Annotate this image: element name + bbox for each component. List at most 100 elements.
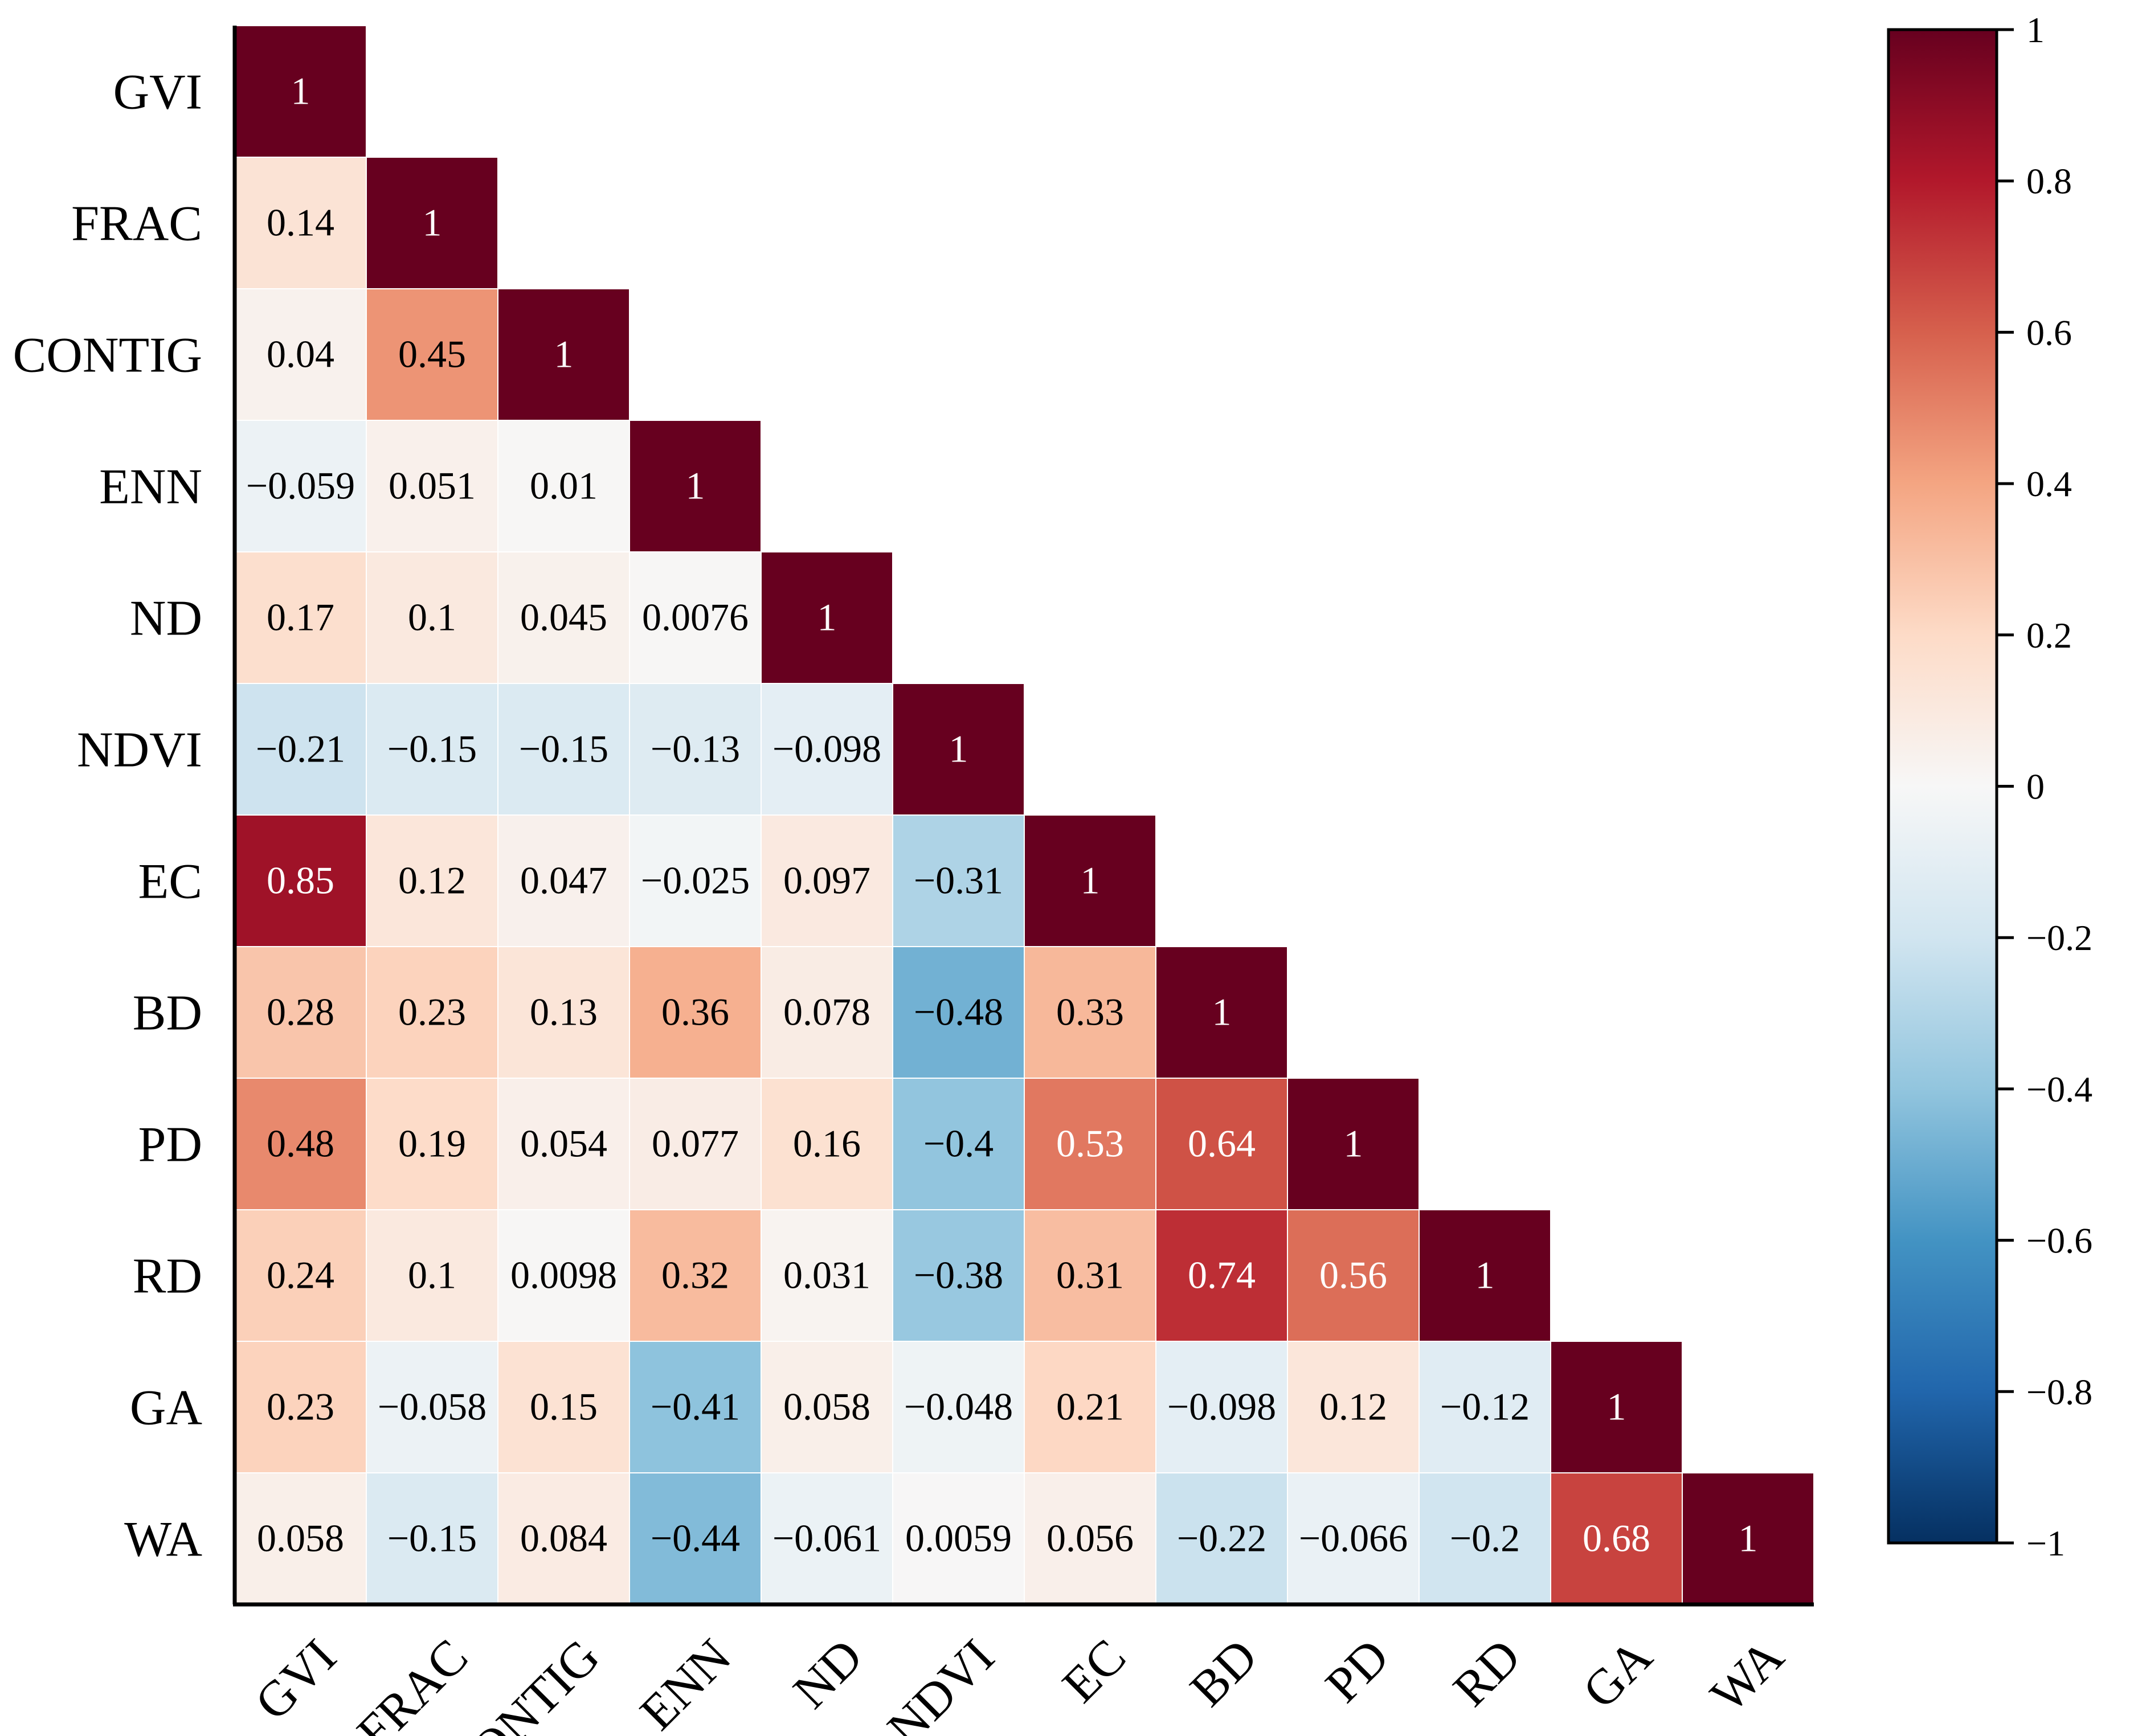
cell-value-label: 0.68 — [1583, 1517, 1650, 1560]
cell-value-label: 0.36 — [661, 990, 729, 1034]
heatmap-cell-rd-gvi — [234, 1209, 367, 1342]
heatmap-cell-bd-ec — [1024, 946, 1156, 1079]
cell-value-label: 0.054 — [520, 1122, 607, 1165]
heatmap-cell-wa-ec — [1024, 1472, 1156, 1605]
heatmap-cell-ga-gvi — [234, 1341, 367, 1473]
cell-value-label: 1 — [1607, 1385, 1626, 1428]
heatmap-cell-enn-enn — [629, 420, 762, 552]
heatmap-cell-ga-pd — [1287, 1341, 1420, 1473]
heatmap-cell-ec-enn — [629, 814, 762, 947]
cell-value-label: −0.059 — [246, 464, 355, 507]
cell-value-label: −0.061 — [772, 1517, 881, 1560]
heatmap-cells: 1 0.14 1 0.04 0.45 1 −0.059 0.051 0.01 1 0.17 0.1 0.… — [234, 25, 1814, 1605]
row-label-contig: CONTIG — [13, 328, 202, 383]
column-label-rd: RD — [1443, 1629, 1531, 1717]
cell-value-label: −0.15 — [387, 727, 477, 771]
heatmap-cell-ec-gvi — [234, 814, 367, 947]
cell-value-label: −0.21 — [256, 727, 345, 771]
cell-value-label: 0.04 — [267, 333, 334, 376]
heatmap-cell-contig-frac — [366, 288, 498, 421]
column-label-ga: GA — [1573, 1629, 1663, 1719]
cell-value-label: −0.025 — [641, 859, 750, 902]
heatmap-cell-enn-frac — [366, 420, 498, 552]
colorbar: 1 0.8 0.6 0.4 0.2 0 −0.2 −0.4 −0.6 −0.8 −1 — [1887, 10, 2092, 1563]
heatmap-cell-wa-nd — [761, 1472, 893, 1605]
cell-value-label: −0.12 — [1440, 1385, 1530, 1428]
heatmap-cell-bd-contig — [497, 946, 630, 1079]
heatmap-cell-nd-contig — [497, 551, 630, 684]
cell-value-label: 0.74 — [1188, 1254, 1256, 1297]
colorbar-tick-label: −0.6 — [2026, 1221, 2092, 1261]
cell-value-label: 0.12 — [398, 859, 466, 902]
colorbar-tick-label: 0.8 — [2026, 161, 2072, 202]
heatmap-cell-wa-bd — [1155, 1472, 1288, 1605]
cell-value-label: −0.44 — [651, 1517, 740, 1560]
row-label-bd: BD — [133, 986, 202, 1041]
cell-value-label: 1 — [291, 69, 310, 113]
cell-value-label: 0.31 — [1056, 1254, 1124, 1297]
row-label-ga: GA — [130, 1381, 202, 1436]
cell-value-label: 0.078 — [783, 990, 870, 1034]
heatmap-cell-ga-ndvi — [892, 1341, 1025, 1473]
heatmap-cell-ga-enn — [629, 1341, 762, 1473]
cell-value-label: 0.23 — [267, 1385, 334, 1428]
heatmap-cell-rd-bd — [1155, 1209, 1288, 1342]
cell-value-label: −0.15 — [387, 1517, 477, 1560]
heatmap-cell-contig-gvi — [234, 288, 367, 421]
cell-value-label: 1 — [1739, 1517, 1758, 1560]
heatmap-cell-pd-ndvi — [892, 1078, 1025, 1210]
heatmap-cell-wa-enn — [629, 1472, 762, 1605]
cell-value-label: −0.4 — [923, 1122, 994, 1165]
column-label-frac: FRAC — [347, 1629, 479, 1736]
cell-value-label: 0.13 — [530, 990, 598, 1034]
cell-value-label: 0.28 — [267, 990, 334, 1034]
row-label-ndvi: NDVI — [77, 723, 202, 778]
cell-value-label: 0.056 — [1046, 1517, 1134, 1560]
heatmap-cell-bd-bd — [1155, 946, 1288, 1079]
cell-value-label: 0.53 — [1056, 1122, 1124, 1165]
heatmap-cell-ec-ec — [1024, 814, 1156, 947]
column-label-nd: ND — [783, 1629, 873, 1719]
heatmap-cell-rd-nd — [761, 1209, 893, 1342]
heatmap-cell-pd-pd — [1287, 1078, 1420, 1210]
column-label-ec: EC — [1052, 1629, 1137, 1713]
row-label-frac: FRAC — [71, 196, 202, 252]
column-label-enn: ENN — [630, 1629, 742, 1736]
row-label-wa: WA — [124, 1512, 202, 1567]
colorbar-tick-label: −0.2 — [2026, 918, 2092, 958]
heatmap-cell-wa-ga — [1550, 1472, 1683, 1605]
heatmap-cell-pd-frac — [366, 1078, 498, 1210]
colorbar-tick-label: 0.4 — [2026, 464, 2072, 504]
heatmap-cell-contig-contig — [497, 288, 630, 421]
heatmap-cell-ndvi-ndvi — [892, 683, 1025, 816]
cell-value-label: 0.1 — [408, 596, 456, 639]
colorbar-tick-label: −0.8 — [2026, 1371, 2092, 1412]
row-label-ec: EC — [138, 854, 202, 910]
heatmap-cell-wa-contig — [497, 1472, 630, 1605]
cell-value-label: −0.38 — [914, 1254, 1003, 1297]
cell-value-label: 0.32 — [661, 1254, 729, 1297]
cell-value-label: 0.045 — [520, 596, 607, 639]
heatmap-cell-ga-ec — [1024, 1341, 1156, 1473]
heatmap-cell-rd-frac — [366, 1209, 498, 1342]
cell-value-label: −0.066 — [1299, 1517, 1408, 1560]
heatmap-cell-gvi-gvi — [234, 25, 367, 158]
cell-value-label: 0.051 — [389, 464, 476, 507]
cell-value-label: 0.19 — [398, 1122, 466, 1165]
heatmap-cell-wa-ndvi — [892, 1472, 1025, 1605]
cell-value-label: 0.0059 — [905, 1517, 1012, 1560]
heatmap-cell-rd-contig — [497, 1209, 630, 1342]
cell-value-label: −0.058 — [378, 1385, 487, 1428]
row-label-rd: RD — [133, 1249, 202, 1304]
cell-value-label: 0.058 — [783, 1385, 870, 1428]
cell-value-label: 1 — [949, 727, 968, 771]
cell-value-label: 0.15 — [530, 1385, 598, 1428]
cell-value-label: −0.13 — [651, 727, 740, 771]
cell-value-label: 1 — [554, 333, 574, 376]
column-label-bd: BD — [1180, 1629, 1268, 1717]
cell-value-label: −0.48 — [914, 990, 1003, 1034]
cell-value-label: 0.85 — [267, 859, 334, 902]
heatmap-cell-ndvi-enn — [629, 683, 762, 816]
cell-value-label: 0.0076 — [642, 596, 749, 639]
